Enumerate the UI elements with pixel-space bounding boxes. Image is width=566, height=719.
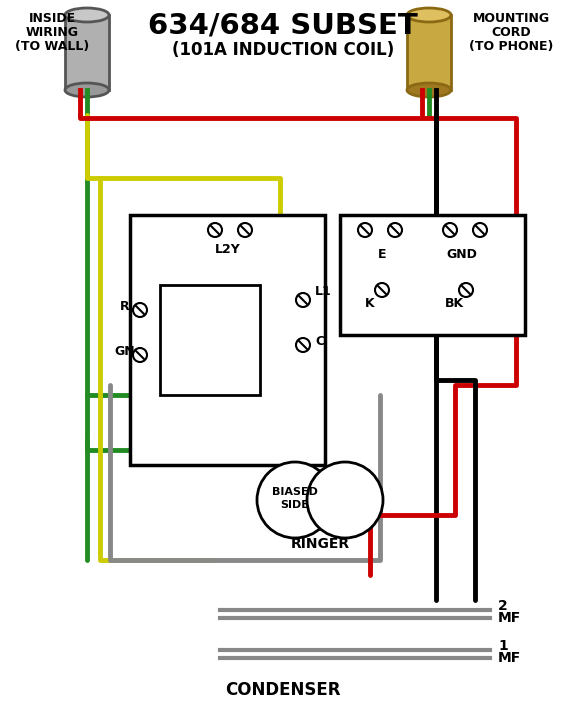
Circle shape: [443, 223, 457, 237]
Circle shape: [257, 462, 333, 538]
Text: L2Y: L2Y: [215, 243, 241, 256]
Circle shape: [208, 223, 222, 237]
Circle shape: [307, 462, 383, 538]
Text: SIDE: SIDE: [281, 500, 310, 510]
Text: (TO WALL): (TO WALL): [15, 40, 89, 53]
Circle shape: [375, 283, 389, 297]
Circle shape: [296, 293, 310, 307]
Text: K: K: [365, 297, 375, 310]
Bar: [340, 215, 525, 335]
Text: L1: L1: [315, 285, 332, 298]
Text: C: C: [315, 335, 324, 348]
Ellipse shape: [65, 8, 109, 22]
Circle shape: [388, 223, 402, 237]
Text: MF: MF: [498, 611, 521, 625]
Bar: [407, 15, 451, 90]
Circle shape: [133, 303, 147, 317]
Circle shape: [473, 223, 487, 237]
Circle shape: [296, 338, 310, 352]
Text: MOUNTING: MOUNTING: [473, 12, 550, 25]
Text: E: E: [378, 248, 386, 261]
Text: WIRING: WIRING: [25, 26, 79, 39]
Bar: [65, 15, 109, 90]
Text: R: R: [120, 300, 130, 313]
Text: BIASED: BIASED: [272, 487, 318, 497]
Circle shape: [459, 283, 473, 297]
Circle shape: [358, 223, 372, 237]
Circle shape: [133, 348, 147, 362]
Text: CONDENSER: CONDENSER: [225, 681, 341, 699]
Bar: [160, 285, 260, 395]
Text: INSIDE: INSIDE: [28, 12, 76, 25]
Text: MF: MF: [498, 651, 521, 665]
Text: GND: GND: [447, 248, 478, 261]
Text: BK: BK: [444, 297, 464, 310]
Text: 1: 1: [498, 639, 508, 653]
Ellipse shape: [407, 8, 451, 22]
Circle shape: [238, 223, 252, 237]
Text: GN: GN: [115, 345, 135, 358]
Text: 2: 2: [498, 599, 508, 613]
Ellipse shape: [65, 83, 109, 97]
Text: (101A INDUCTION COIL): (101A INDUCTION COIL): [172, 41, 394, 59]
Text: (TO PHONE): (TO PHONE): [469, 40, 553, 53]
Ellipse shape: [407, 83, 451, 97]
Text: 634/684 SUBSET: 634/684 SUBSET: [148, 11, 418, 39]
Bar: [130, 215, 325, 465]
Text: CORD: CORD: [491, 26, 531, 39]
Text: RINGER: RINGER: [290, 537, 350, 551]
